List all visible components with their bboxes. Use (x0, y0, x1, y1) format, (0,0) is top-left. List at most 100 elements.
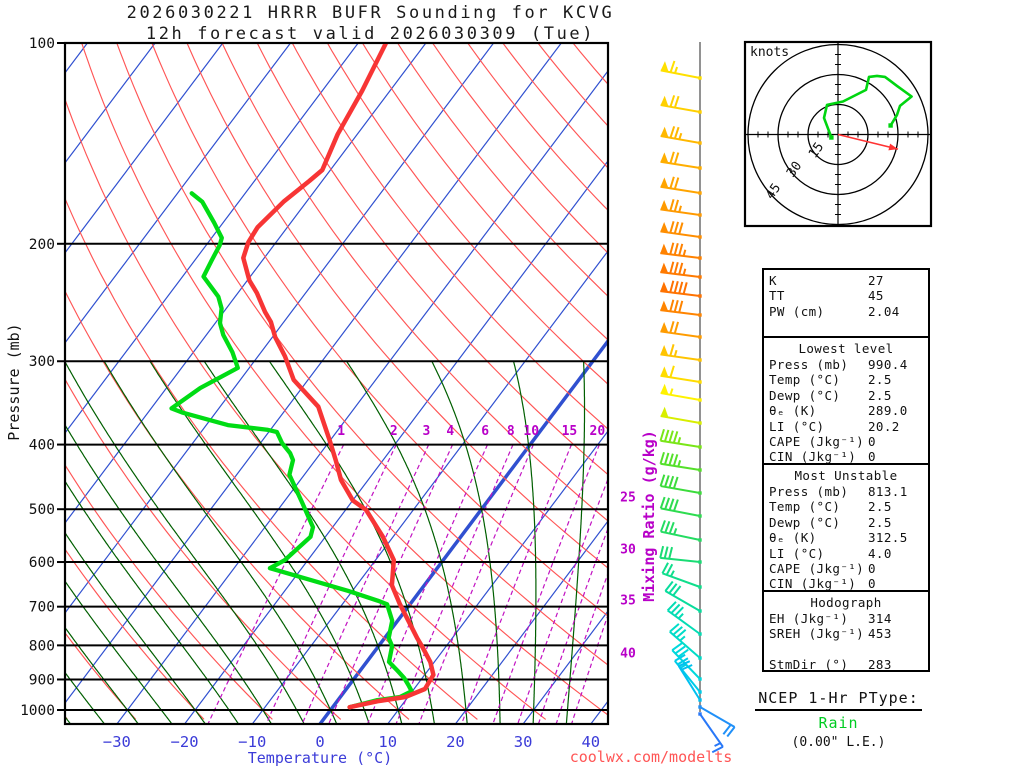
ptype-heading: NCEP 1-Hr PType: (755, 689, 922, 711)
svg-text:30: 30 (620, 543, 636, 558)
stats-row: Temp (°C) 2.5 (769, 499, 923, 514)
stats-row-label: CAPE (Jkg⁻¹) (769, 560, 865, 576)
stats-row-label (769, 642, 868, 657)
stats-row: CIN (Jkg⁻¹) 0 (769, 576, 923, 590)
stats-row-label: PW (cm) (769, 303, 825, 319)
svg-text:700: 700 (29, 600, 55, 616)
svg-text:30: 30 (514, 733, 533, 751)
ptype-block: NCEP 1-Hr PType: Rain (0.00" L.E.) (740, 688, 937, 750)
wind-barb-column (659, 42, 736, 754)
stats-row-value: 2.5 (868, 372, 892, 388)
stats-row-label: Dewp (°C) (769, 387, 841, 403)
stats-row: CAPE (Jkg⁻¹) 0 (769, 434, 923, 449)
svg-text:15: 15 (562, 424, 578, 439)
temperature-axis-label: Temperature (°C) (247, 749, 393, 767)
chart-title-line2: 12h forecast valid 2026030309 (Tue) (145, 24, 596, 44)
stats-row-label: K (769, 273, 777, 288)
stats-row-label: Temp (°C) (769, 372, 841, 388)
svg-text:0: 0 (315, 733, 324, 751)
svg-text:−10: −10 (238, 733, 266, 751)
stats-row-value: 27 (868, 273, 884, 288)
moist-adiabat-lines (66, 360, 586, 723)
svg-text:1000: 1000 (20, 703, 55, 719)
stats-row: LI (°C) 4.0 (769, 546, 923, 561)
stats-row-label: CAPE (Jkg⁻¹) (769, 433, 865, 449)
stats-row: K 27 (769, 273, 923, 288)
stats-row: EH (Jkg⁻¹) 314 (769, 611, 923, 626)
mixing-ratio-labels: 1 2 3 4 6 8 10 15 20 25 30 35 40 (337, 424, 636, 662)
stats-row-value: 0 (868, 449, 876, 463)
svg-text:300: 300 (29, 354, 55, 370)
svg-text:−20: −20 (171, 733, 199, 751)
svg-text:15: 15 (806, 140, 827, 161)
stats-row: LI (°C) 20.2 (769, 419, 923, 434)
stats-row-label: LI (°C) (769, 418, 825, 434)
stats-row-label: LI (°C) (769, 545, 825, 561)
svg-text:10: 10 (378, 733, 397, 751)
stats-row (769, 642, 923, 657)
svg-text:600: 600 (29, 555, 55, 571)
stats-row: TT 45 (769, 288, 923, 303)
chart-title-line1: 2026030221 HRRR BUFR Sounding for KCVG (126, 3, 615, 23)
stats-section-lowest-level: Lowest level Press (mb) 990.4 Temp (°C) 2.5 D… (764, 336, 928, 463)
stats-row-label: θₑ (K) (769, 530, 817, 546)
stats-row-value: 813.1 (868, 484, 908, 499)
svg-text:900: 900 (29, 672, 55, 688)
svg-text:200: 200 (29, 237, 55, 253)
stats-row: SREH (Jkg⁻¹) 453 (769, 626, 923, 641)
stats-row-label: Press (mb) (769, 357, 849, 372)
stats-row-value: 289.0 (868, 403, 908, 419)
stats-row: θₑ (K) 312.5 (769, 530, 923, 545)
svg-text:1: 1 (337, 424, 345, 439)
stats-row-value: 283 (868, 657, 892, 670)
stats-row-value: 45 (868, 288, 884, 304)
stats-row: Dewp (°C) 2.5 (769, 515, 923, 530)
stats-row-value: 2.5 (868, 387, 892, 403)
stats-row-value (868, 642, 923, 657)
svg-text:100: 100 (29, 36, 55, 52)
stats-row: θₑ (K) 289.0 (769, 403, 923, 418)
stats-row: StmDir (°) 283 (769, 657, 923, 670)
stats-row: Temp (°C) 2.5 (769, 372, 923, 387)
svg-text:10: 10 (523, 424, 539, 439)
svg-text:40: 40 (620, 647, 636, 662)
svg-text:800: 800 (29, 638, 55, 654)
hodograph-units-label: knots (750, 45, 790, 60)
ptype-liquid-equivalent: (0.00" L.E.) (791, 735, 886, 750)
stats-row-label: StmDir (°) (769, 657, 849, 670)
stats-row-value: 0 (868, 560, 876, 576)
svg-text:20: 20 (446, 733, 465, 751)
stats-row-value: 2.5 (868, 499, 892, 515)
stats-row-value: 314 (868, 611, 892, 626)
stats-row-value: 2.04 (868, 303, 900, 319)
stats-row-value: 20.2 (868, 418, 900, 434)
dewpoint-curve (169, 191, 414, 710)
svg-text:4: 4 (446, 424, 454, 439)
stats-row-label: Dewp (°C) (769, 514, 841, 530)
svg-text:−30: −30 (103, 733, 131, 751)
stats-row: Press (mb) 813.1 (769, 484, 923, 499)
stats-row-label: CIN (Jkg⁻¹) (769, 576, 857, 590)
stats-row-value: 312.5 (868, 530, 908, 546)
svg-text:25: 25 (620, 491, 636, 506)
stats-section-most-unstable: Most Unstable Press (mb) 813.1 Temp (°C) 2.5… (764, 463, 928, 590)
temperature-tick-labels: −30 −20 −10 0 10 20 30 40 (103, 733, 600, 751)
plot-border (63, 41, 610, 726)
stats-panel: K 27 TT 45 PW (cm) 2.04 Lowest level Press (mb)… (762, 268, 930, 672)
mixing-ratio-axis-label: Mixing Ratio (g/kg) (640, 430, 658, 602)
stats-row: PW (cm) 2.04 (769, 304, 923, 319)
svg-text:20: 20 (590, 424, 606, 439)
svg-text:8: 8 (507, 424, 515, 439)
mixing-ratio-lines (207, 444, 607, 723)
svg-text:400: 400 (29, 438, 55, 454)
svg-text:2: 2 (390, 424, 398, 439)
stats-row-label: CIN (Jkg⁻¹) (769, 449, 857, 463)
stats-row-value: 4.0 (868, 545, 892, 561)
stats-row-label: Temp (°C) (769, 499, 841, 515)
stats-section-hodograph: Hodograph EH (Jkg⁻¹) 314 SREH (Jkg⁻¹) 453 Stm… (764, 590, 928, 670)
pressure-axis-label: Pressure (mb) (5, 323, 23, 441)
stats-section-header: Most Unstable (794, 468, 898, 483)
